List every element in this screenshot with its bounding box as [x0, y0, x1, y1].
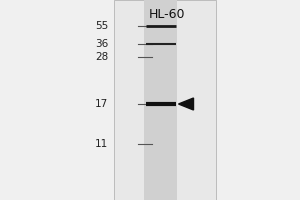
Bar	[144, 0, 177, 200]
Text: 28: 28	[95, 52, 108, 62]
Polygon shape	[178, 98, 194, 110]
Bar	[114, 0, 216, 200]
Text: 17: 17	[95, 99, 108, 109]
Text: 11: 11	[95, 139, 108, 149]
Text: HL-60: HL-60	[148, 8, 185, 21]
Text: 55: 55	[95, 21, 108, 31]
Text: 36: 36	[95, 39, 108, 49]
